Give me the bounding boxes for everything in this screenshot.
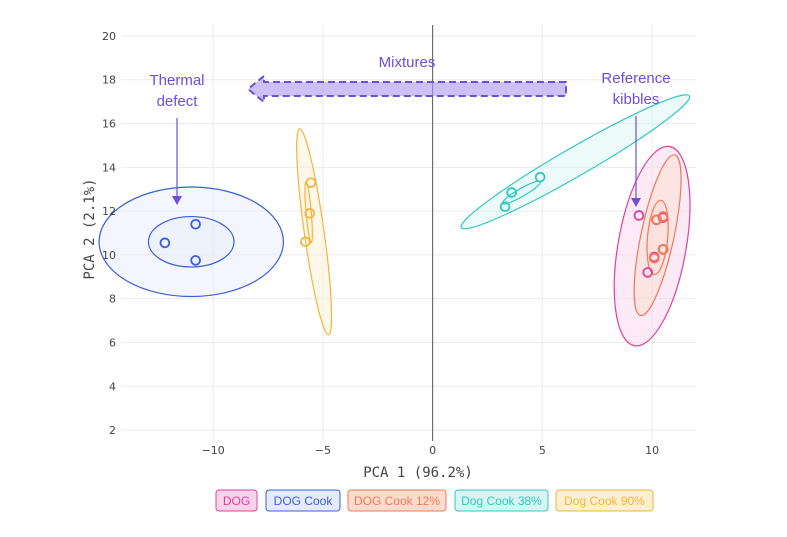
dog-cook-90-point xyxy=(305,177,317,188)
dog-point xyxy=(633,210,645,221)
y-tick-label: 10 xyxy=(102,249,116,262)
reference-kibbles-label-line2: kibbles xyxy=(613,91,660,108)
dog-cook-point xyxy=(190,255,201,266)
annotations: Thermal defect Mixtures Reference kibble… xyxy=(149,54,671,207)
dog-cook-12-point xyxy=(657,244,669,255)
dog-cook-ellipse xyxy=(147,215,235,268)
legend-label: Dog Cook 38% xyxy=(461,494,542,508)
dog-cook-38-point xyxy=(499,201,511,213)
legend-box xyxy=(215,489,258,512)
dog-cook-38-ellipse xyxy=(460,94,691,230)
y-tick-label: 20 xyxy=(102,30,116,43)
legend-label: Dog Cook 90% xyxy=(564,494,645,508)
mixtures-arrow xyxy=(246,73,567,105)
y-tick-label: 12 xyxy=(102,205,116,218)
y-tick-label: 18 xyxy=(102,74,116,87)
thermal-defect-label-line1: Thermal xyxy=(149,72,204,89)
x-tick-label: 5 xyxy=(539,444,546,457)
reference-kibbles-label-line1: Reference xyxy=(601,70,670,87)
thermal-defect-arrow-head xyxy=(172,196,182,205)
legend-box xyxy=(265,489,341,512)
dog-point xyxy=(642,267,654,278)
confidence-ellipses xyxy=(98,94,691,347)
x-tick-label: −5 xyxy=(315,444,331,457)
dog-cook-point xyxy=(190,218,201,230)
x-tick-label: −10 xyxy=(202,444,225,457)
dog-ellipse xyxy=(613,145,691,347)
dog-cook-38-point xyxy=(506,187,517,198)
legend-item-dog-cook-12: DOG Cook 12% xyxy=(347,489,447,512)
legend-label: DOG Cook 12% xyxy=(354,494,440,508)
y-tick-label: 16 xyxy=(102,118,116,131)
dog-cook-point xyxy=(159,237,171,249)
y-tick-label: 2 xyxy=(109,424,116,437)
y-tick-label: 14 xyxy=(102,161,116,174)
x-tick-label: 0 xyxy=(429,444,436,457)
dog-cook-38-point xyxy=(534,171,546,183)
y-tick-label: 4 xyxy=(109,380,116,393)
dog-cook-90-point xyxy=(304,207,316,219)
y-tick-label: 6 xyxy=(109,336,116,349)
dog-cook-90-ellipse xyxy=(296,128,333,336)
legend-label: DOG xyxy=(223,494,250,508)
dog-cook-90-point xyxy=(300,236,311,248)
legend: DOG DOG Cook DOG Cook 12% Dog Cook 38% Dog C… xyxy=(215,489,654,512)
legend-box xyxy=(555,489,654,512)
x-tick-label: 10 xyxy=(645,444,659,457)
legend-item-dog: DOG xyxy=(215,489,258,512)
mixtures-label: Mixtures xyxy=(379,54,436,71)
legend-box xyxy=(454,489,549,512)
dog-cook-ellipse xyxy=(98,186,285,298)
y-tick-label: 8 xyxy=(109,293,116,306)
reference-kibbles-arrow-head xyxy=(631,198,641,207)
legend-item-dog-cook-38: Dog Cook 38% xyxy=(454,489,549,512)
data-points xyxy=(159,171,669,278)
legend-label: DOG Cook xyxy=(274,494,334,508)
x-axis-title: PCA 1 (96.2%) xyxy=(363,465,473,481)
legend-item-dog-cook-90: Dog Cook 90% xyxy=(555,489,654,512)
legend-item-dog-cook: DOG Cook xyxy=(265,489,341,512)
dog-cook-12-ellipse xyxy=(633,154,682,317)
dog-cook-12-point xyxy=(657,211,669,222)
y-axis-title: PCA 2 (2.1%) xyxy=(82,178,98,279)
dog-cook-12-point xyxy=(649,252,660,264)
legend-box xyxy=(347,489,447,512)
tick-labels: 2 4 6 8 10 12 14 16 18 20 −10 −5 0 5 10 xyxy=(102,30,659,457)
thermal-defect-label-line2: defect xyxy=(157,93,199,110)
